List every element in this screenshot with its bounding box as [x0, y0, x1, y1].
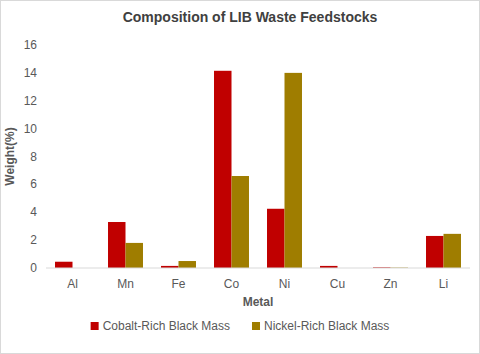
y-tick-label: 6	[30, 177, 37, 191]
tick-mark	[43, 72, 46, 73]
bar	[126, 243, 143, 268]
y-tick-label: 4	[30, 205, 37, 219]
title: Composition of LIB Waste Feedstocks	[123, 9, 378, 25]
bar	[444, 234, 461, 268]
y-tick-label: 16	[24, 38, 38, 52]
tick-mark	[43, 45, 46, 46]
bar	[232, 176, 249, 268]
tick-mark	[43, 240, 46, 241]
x-tick-label: Zn	[383, 277, 397, 291]
bar	[285, 73, 302, 268]
x-tick-label: Al	[67, 277, 78, 291]
y-tick-label: 12	[24, 94, 38, 108]
legend-label: Cobalt-Rich Black Mass	[103, 319, 230, 333]
x-tick-label: Ni	[279, 277, 290, 291]
tick-mark	[43, 268, 46, 269]
background	[1, 1, 480, 354]
x-axis-label: Metal	[243, 295, 274, 309]
legend: Cobalt-Rich Black Mass Nickel-Rich Black …	[91, 319, 390, 333]
bar	[55, 262, 72, 268]
bar	[214, 71, 231, 268]
y-tick-label: 10	[24, 122, 38, 136]
x-axis-line	[46, 268, 470, 269]
tick-mark	[43, 100, 46, 101]
y-tick-label: 14	[24, 66, 38, 80]
bar	[179, 261, 196, 268]
bars	[55, 71, 461, 268]
x-tick-label: Mn	[117, 277, 134, 291]
legend-item: Nickel-Rich Black Mass	[252, 319, 389, 333]
legend-label: Nickel-Rich Black Mass	[264, 319, 389, 333]
legend-item: Cobalt-Rich Black Mass	[91, 319, 230, 333]
x-tick-label: Fe	[171, 277, 185, 291]
y-tick-label: 0	[30, 261, 37, 275]
tick-mark	[43, 212, 46, 213]
x-tick-label: Li	[439, 277, 448, 291]
bar	[426, 236, 443, 268]
bar	[108, 222, 125, 268]
tick-mark	[43, 128, 46, 129]
bar	[267, 209, 284, 268]
legend-swatch	[91, 322, 99, 330]
y-tick-label: 8	[30, 150, 37, 164]
legend-swatch	[252, 322, 260, 330]
tick-mark	[43, 156, 46, 157]
x-tick-label: Co	[224, 277, 240, 291]
y-axis-label: Weight(%)	[3, 127, 17, 185]
chart: Composition of LIB Waste Feedstocks 0 2 4 6 8…	[0, 0, 480, 354]
x-tick-label: Cu	[330, 277, 345, 291]
y-tick-label: 2	[30, 233, 37, 247]
tick-mark	[43, 184, 46, 185]
